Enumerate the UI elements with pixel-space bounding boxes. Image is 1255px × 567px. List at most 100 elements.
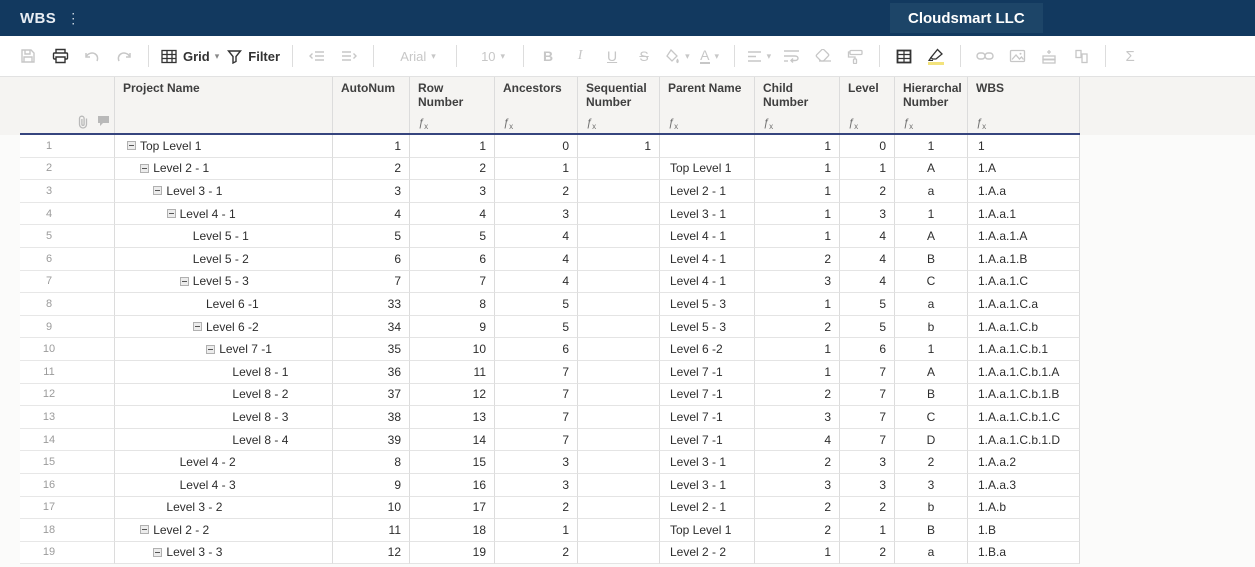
sequential-cell[interactable] — [578, 451, 660, 474]
child-cell[interactable]: 2 — [755, 496, 840, 520]
hierarchal-cell[interactable]: 3 — [895, 473, 968, 497]
column-header[interactable]: Parent Name ƒx — [660, 77, 755, 133]
autonum-cell[interactable]: 36 — [333, 360, 410, 384]
wbs-cell[interactable]: 1.A.a.1 — [968, 202, 1080, 226]
level-cell[interactable]: 5 — [840, 315, 895, 339]
ancestors-cell[interactable]: 6 — [495, 338, 578, 361]
table-row[interactable]: 8 Level 6 -1 33 8 5 Level 5 - 3 1 5 a 1.A.a.1.C.… — [20, 293, 1080, 316]
parent-cell[interactable]: Level 3 - 1 — [660, 451, 755, 474]
child-cell[interactable]: 3 — [755, 406, 840, 429]
parent-cell[interactable]: Level 3 - 1 — [660, 202, 755, 226]
autonum-cell[interactable]: 37 — [333, 383, 410, 407]
project-name-cell[interactable]: Level 2 - 2 — [115, 519, 333, 542]
ancestors-cell[interactable]: 7 — [495, 406, 578, 429]
wbs-cell[interactable]: 1.A.b — [968, 496, 1080, 520]
row-gutter[interactable]: 18 — [20, 519, 115, 542]
autonum-cell[interactable]: 4 — [333, 202, 410, 226]
table-row[interactable]: 13 Level 8 - 3 38 13 7 Level 7 -1 3 7 C 1.A.a.1.… — [20, 406, 1080, 429]
ancestors-cell[interactable]: 1 — [495, 519, 578, 542]
sequential-cell[interactable]: 1 — [578, 135, 660, 158]
hierarchal-cell[interactable]: B — [895, 383, 968, 407]
wbs-cell[interactable]: 1.A.a.1.C — [968, 270, 1080, 294]
table-row[interactable]: 15 Level 4 - 2 8 15 3 Level 3 - 1 2 3 2 1.A.a.2 — [20, 451, 1080, 474]
insert-link-button[interactable] — [973, 43, 997, 69]
parent-cell[interactable]: Top Level 1 — [660, 519, 755, 542]
ancestors-cell[interactable]: 4 — [495, 225, 578, 248]
autonum-cell[interactable]: 33 — [333, 293, 410, 316]
row-number-cell[interactable]: 18 — [410, 519, 495, 542]
wbs-cell[interactable]: 1.B — [968, 519, 1080, 542]
wbs-cell[interactable]: 1.A.a — [968, 180, 1080, 203]
level-cell[interactable]: 4 — [840, 247, 895, 271]
parent-cell[interactable]: Level 2 - 1 — [660, 496, 755, 520]
project-name-cell[interactable]: Level 5 - 1 — [115, 225, 333, 248]
wbs-cell[interactable]: 1.A.a.1.C.b.1.A — [968, 360, 1080, 384]
attachment-icon[interactable] — [77, 115, 89, 129]
autonum-cell[interactable]: 12 — [333, 541, 410, 565]
row-number-cell[interactable]: 9 — [410, 315, 495, 339]
ancestors-cell[interactable]: 7 — [495, 428, 578, 452]
ancestors-cell[interactable]: 2 — [495, 180, 578, 203]
redo-button[interactable] — [112, 43, 136, 69]
parent-cell[interactable]: Level 7 -1 — [660, 428, 755, 452]
wbs-cell[interactable]: 1.B.a — [968, 541, 1080, 565]
column-header[interactable]: Sequential Number ƒx — [578, 77, 660, 133]
row-number-cell[interactable]: 16 — [410, 473, 495, 497]
ancestors-cell[interactable]: 5 — [495, 315, 578, 339]
parent-cell[interactable]: Level 7 -1 — [660, 360, 755, 384]
autonum-cell[interactable]: 6 — [333, 247, 410, 271]
sequential-cell[interactable] — [578, 180, 660, 203]
child-cell[interactable]: 3 — [755, 473, 840, 497]
ancestors-cell[interactable]: 3 — [495, 202, 578, 226]
project-name-cell[interactable]: Level 6 -2 — [115, 315, 333, 339]
parent-cell[interactable]: Level 7 -1 — [660, 383, 755, 407]
project-name-cell[interactable]: Level 5 - 2 — [115, 247, 333, 271]
account-name[interactable]: Cloudsmart LLC — [890, 3, 1043, 33]
undo-button[interactable] — [80, 43, 104, 69]
wbs-cell[interactable]: 1.A.a.1.B — [968, 247, 1080, 271]
child-cell[interactable]: 1 — [755, 180, 840, 203]
ancestors-cell[interactable]: 3 — [495, 451, 578, 474]
sequential-cell[interactable] — [578, 202, 660, 226]
autonum-cell[interactable]: 3 — [333, 180, 410, 203]
hierarchal-cell[interactable]: 2 — [895, 451, 968, 474]
hierarchal-cell[interactable]: A — [895, 360, 968, 384]
hierarchal-cell[interactable]: 1 — [895, 135, 968, 158]
outdent-button[interactable] — [305, 43, 329, 69]
autonum-cell[interactable]: 7 — [333, 270, 410, 294]
collapse-toggle-icon[interactable] — [153, 186, 163, 196]
column-header[interactable]: WBS ƒx — [968, 77, 1080, 133]
collapse-toggle-icon[interactable] — [179, 276, 189, 286]
row-number-cell[interactable]: 2 — [410, 157, 495, 181]
indent-button[interactable] — [337, 43, 361, 69]
project-name-cell[interactable]: Level 4 - 2 — [115, 451, 333, 474]
project-name-cell[interactable]: Level 8 - 3 — [115, 406, 333, 429]
table-row[interactable]: 7 Level 5 - 3 7 7 4 Level 4 - 1 3 4 C 1.A.a.1.C — [20, 270, 1080, 294]
level-cell[interactable]: 5 — [840, 293, 895, 316]
project-name-cell[interactable]: Level 3 - 3 — [115, 541, 333, 565]
format-painter-button[interactable] — [843, 43, 867, 69]
project-name-cell[interactable]: Level 8 - 2 — [115, 383, 333, 407]
row-number-cell[interactable]: 5 — [410, 225, 495, 248]
autonum-cell[interactable]: 34 — [333, 315, 410, 339]
child-cell[interactable]: 2 — [755, 315, 840, 339]
parent-cell[interactable]: Level 5 - 3 — [660, 315, 755, 339]
level-cell[interactable]: 6 — [840, 338, 895, 361]
level-cell[interactable]: 0 — [840, 135, 895, 158]
align-button[interactable]: ▾ — [747, 43, 771, 69]
strikethrough-button[interactable]: S — [639, 48, 649, 64]
row-gutter[interactable]: 1 — [20, 135, 115, 158]
table-row[interactable]: 6 Level 5 - 2 6 6 4 Level 4 - 1 2 4 B 1.A.a.1.B — [20, 247, 1080, 271]
ancestors-cell[interactable]: 0 — [495, 135, 578, 158]
parent-cell[interactable]: Level 4 - 1 — [660, 247, 755, 271]
parent-cell[interactable] — [660, 135, 755, 158]
sequential-cell[interactable] — [578, 293, 660, 316]
autonum-cell[interactable]: 39 — [333, 428, 410, 452]
collapse-toggle-icon[interactable] — [140, 163, 150, 173]
table-row[interactable]: 2 Level 2 - 1 2 2 1 Top Level 1 1 1 A 1.A — [20, 157, 1080, 181]
row-gutter[interactable]: 19 — [20, 541, 115, 565]
child-cell[interactable]: 1 — [755, 293, 840, 316]
level-cell[interactable]: 7 — [840, 360, 895, 384]
row-gutter[interactable]: 11 — [20, 360, 115, 384]
row-gutter[interactable]: 3 — [20, 180, 115, 203]
